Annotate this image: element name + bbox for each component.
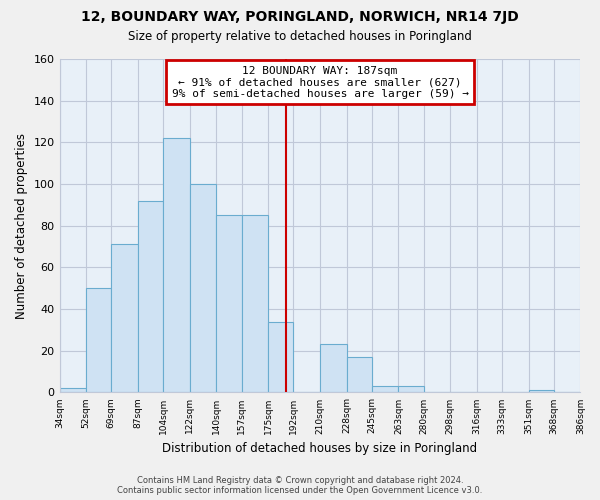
Bar bbox=[59, 388, 86, 392]
Text: 12, BOUNDARY WAY, PORINGLAND, NORWICH, NR14 7JD: 12, BOUNDARY WAY, PORINGLAND, NORWICH, N… bbox=[81, 10, 519, 24]
Bar bbox=[347, 357, 372, 392]
Text: Contains HM Land Registry data © Crown copyright and database right 2024.
Contai: Contains HM Land Registry data © Crown c… bbox=[118, 476, 482, 495]
Bar bbox=[112, 244, 138, 392]
Bar bbox=[242, 216, 268, 392]
Bar bbox=[190, 184, 217, 392]
Bar bbox=[320, 344, 347, 393]
X-axis label: Distribution of detached houses by size in Poringland: Distribution of detached houses by size … bbox=[163, 442, 478, 455]
Bar bbox=[398, 386, 424, 392]
Bar bbox=[217, 216, 242, 392]
Bar bbox=[163, 138, 190, 392]
Y-axis label: Number of detached properties: Number of detached properties bbox=[15, 132, 28, 318]
Bar bbox=[268, 322, 293, 392]
Text: Size of property relative to detached houses in Poringland: Size of property relative to detached ho… bbox=[128, 30, 472, 43]
Bar bbox=[529, 390, 554, 392]
Text: 12 BOUNDARY WAY: 187sqm
← 91% of detached houses are smaller (627)
9% of semi-de: 12 BOUNDARY WAY: 187sqm ← 91% of detache… bbox=[172, 66, 469, 99]
Bar bbox=[86, 288, 112, 393]
Bar bbox=[372, 386, 398, 392]
Bar bbox=[138, 200, 163, 392]
